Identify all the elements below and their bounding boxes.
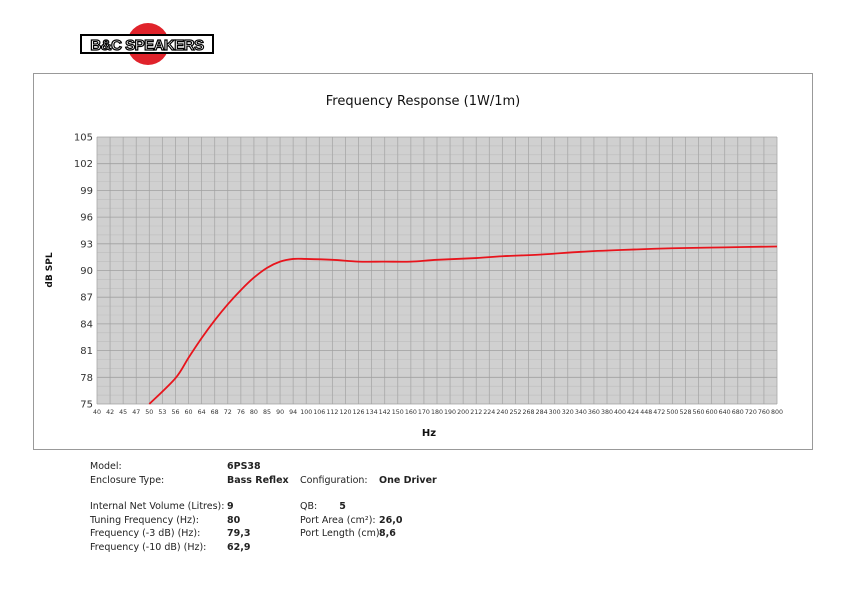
- port-length-label: Port Length (cm):: [300, 528, 383, 539]
- x-tick-label: 200: [457, 409, 469, 416]
- x-tick-label: 40: [93, 409, 101, 416]
- x-tick-label: 212: [470, 409, 482, 416]
- y-tick-label: 99: [80, 186, 93, 197]
- x-tick-label: 56: [171, 409, 179, 416]
- x-tick-label: 240: [496, 409, 508, 416]
- x-tick-label: 300: [549, 409, 561, 416]
- x-tick-label: 60: [185, 409, 193, 416]
- response-curve: [148, 245, 778, 405]
- y-tick-label: 84: [80, 319, 93, 330]
- x-tick-label: 126: [353, 409, 365, 416]
- y-tick-label: 90: [80, 266, 93, 277]
- chart-frame: [33, 73, 813, 450]
- x-tick-label: 380: [601, 409, 613, 416]
- qb-label: QB:: [300, 501, 318, 512]
- port-area-value: 26,0: [379, 514, 403, 526]
- x-tick-label: 85: [263, 409, 271, 416]
- y-tick-label: 78: [80, 373, 93, 384]
- f10-label: Frequency (-10 dB) (Hz):: [90, 541, 207, 553]
- x-tick-label: 142: [379, 409, 391, 416]
- x-tick-label: 360: [588, 409, 600, 416]
- port-area-label: Port Area (cm²):: [300, 514, 376, 526]
- x-tick-label: 268: [523, 409, 535, 416]
- specs-labels: Model: Enclosure Type: Internal Net Volu…: [90, 460, 224, 554]
- x-tick-label: 400: [614, 409, 626, 416]
- y-tick-label: 81: [80, 346, 93, 357]
- f3-label: Frequency (-3 dB) (Hz):: [90, 528, 201, 539]
- x-tick-label: 640: [719, 409, 731, 416]
- x-tick-label: 45: [119, 409, 127, 416]
- qb-value: 5: [339, 501, 346, 512]
- volume-value: 9: [227, 501, 234, 512]
- x-tick-label: 528: [679, 409, 691, 416]
- x-tick-label: 134: [366, 409, 378, 416]
- model-value: 6PS38: [227, 461, 261, 472]
- x-tick-label: 760: [758, 409, 770, 416]
- specs-values-2: One Driver 26,0 8,6: [379, 474, 437, 541]
- specs-values: 6PS38 Bass Reflex 9 80 79,3 62,9: [227, 460, 289, 554]
- x-tick-label: 106: [313, 409, 325, 416]
- f3-value: 79,3: [227, 528, 251, 539]
- y-tick-label: 75: [80, 400, 93, 411]
- x-tick-label: 170: [418, 409, 430, 416]
- x-tick-label: 800: [771, 409, 783, 416]
- y-tick-label: 102: [74, 159, 93, 170]
- x-tick-label: 320: [562, 409, 574, 416]
- y-tick-label: 105: [74, 133, 93, 144]
- specs-labels-2: Configuration: QB: 5 Port Area (cm²): Por…: [300, 474, 383, 541]
- x-tick-label: 90: [276, 409, 284, 416]
- x-tick-label: 190: [444, 409, 456, 416]
- x-tick-label: 560: [693, 409, 705, 416]
- y-axis-label: dB SPL: [45, 252, 55, 288]
- y-tick-label: 93: [80, 239, 93, 250]
- x-tick-label: 252: [509, 409, 521, 416]
- x-tick-label: 53: [158, 409, 166, 416]
- enclosure-value: Bass Reflex: [227, 474, 289, 486]
- x-tick-label: 120: [339, 409, 351, 416]
- x-tick-label: 76: [237, 409, 245, 416]
- config-value: One Driver: [379, 474, 437, 486]
- x-tick-label: 50: [145, 409, 153, 416]
- enclosure-label: Enclosure Type:: [90, 474, 165, 486]
- x-tick-label: 47: [132, 409, 140, 416]
- x-tick-label: 100: [300, 409, 312, 416]
- x-tick-label: 80: [250, 409, 258, 416]
- tuning-label: Tuning Frequency (Hz):: [90, 514, 199, 526]
- x-tick-label: 72: [224, 409, 232, 416]
- x-tick-label: 340: [575, 409, 587, 416]
- tuning-value: 80: [227, 514, 241, 526]
- x-tick-label: 112: [326, 409, 338, 416]
- x-tick-label: 94: [289, 409, 297, 416]
- y-tick-label: 96: [80, 213, 93, 224]
- x-tick-label: 180: [431, 409, 443, 416]
- frequency-response-chart: 40 42 45 47 50 53 56 60 64 68 72 76 80 85 90 94 100 106 11…: [45, 94, 783, 439]
- svg-text:B&C SPEAKERS: B&C SPEAKERS: [90, 37, 204, 54]
- x-tick-label: 424: [627, 409, 639, 416]
- x-tick-label: 720: [745, 409, 757, 416]
- x-tick-label: 42: [106, 409, 114, 416]
- x-tick-label: 448: [640, 409, 652, 416]
- volume-label: Internal Net Volume (Litres):: [90, 501, 225, 512]
- x-tick-label: 64: [198, 409, 206, 416]
- port-length-value: 8,6: [379, 528, 396, 539]
- x-tick-label: 500: [666, 409, 678, 416]
- x-tick-label: 284: [536, 409, 548, 416]
- x-tick-label: 680: [732, 409, 744, 416]
- x-tick-label: 472: [653, 409, 665, 416]
- model-label: Model:: [90, 461, 122, 472]
- f10-value: 62,9: [227, 541, 251, 553]
- x-tick-label: 600: [706, 409, 718, 416]
- x-tick-label: 68: [211, 409, 219, 416]
- y-tick-label: 87: [80, 293, 93, 304]
- x-tick-label: 224: [483, 409, 495, 416]
- x-tick-label: 160: [405, 409, 417, 416]
- config-label: Configuration:: [300, 474, 368, 486]
- chart-title: Frequency Response (1W/1m): [326, 94, 520, 109]
- x-axis-label: Hz: [422, 428, 436, 439]
- x-tick-label: 150: [392, 409, 404, 416]
- bc-speakers-logo: B&C SPEAKERS: [80, 23, 214, 65]
